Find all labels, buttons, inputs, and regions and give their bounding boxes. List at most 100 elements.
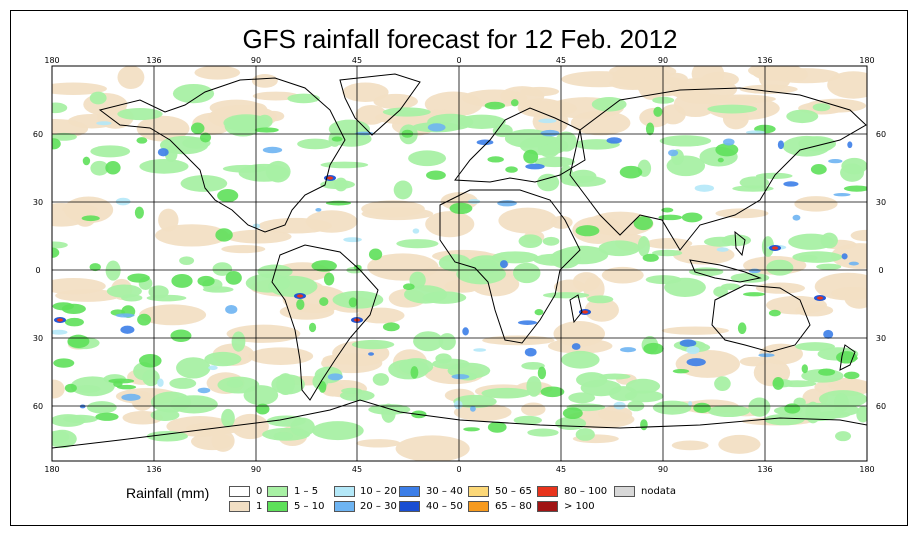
rain-patch	[81, 215, 100, 222]
rain-patch	[90, 160, 109, 176]
lon-label-bottom: 90	[251, 465, 261, 474]
legend-swatch	[537, 501, 558, 512]
rain-patch	[653, 106, 663, 117]
rain-patch	[273, 431, 293, 441]
rain-patch	[777, 140, 785, 150]
rain-patch	[714, 376, 731, 392]
rain-patch	[373, 93, 418, 110]
rain-patch	[90, 145, 131, 158]
rain-patch	[52, 302, 74, 311]
lon-label-bottom: 45	[352, 465, 362, 474]
rain-patch	[255, 403, 270, 415]
rain-patch	[718, 434, 761, 454]
rain-patch	[332, 290, 384, 309]
rain-patch	[105, 260, 121, 281]
legend-label: nodata	[641, 486, 676, 497]
rain-patch	[784, 403, 801, 414]
rain-patch	[457, 114, 506, 129]
rain-patch	[518, 320, 537, 325]
rain-patch	[425, 211, 475, 238]
rain-patch	[137, 313, 152, 326]
rain-patch	[716, 247, 729, 252]
rain-patch	[498, 207, 558, 234]
rain-patch	[96, 121, 112, 126]
rain-patch	[166, 416, 234, 437]
lon-label-top: 180	[44, 56, 59, 65]
rain-patch	[399, 358, 434, 375]
rain-patch	[120, 325, 135, 334]
rain-patch	[157, 378, 164, 387]
rain-patch	[820, 232, 838, 249]
rain-patch	[172, 83, 215, 104]
coast-africa	[439, 189, 581, 344]
rain-patch	[327, 176, 333, 180]
rain-patch	[217, 189, 239, 203]
map-title: GFS rainfall forecast for 12 Feb. 2012	[242, 24, 678, 54]
rain-patch	[562, 407, 583, 420]
rain-patch	[606, 137, 622, 144]
rain-patch	[598, 240, 641, 257]
rain-patch	[795, 342, 836, 351]
rain-patch	[215, 228, 233, 242]
rain-patch	[745, 130, 766, 135]
rain-patch	[739, 84, 798, 94]
rain-patch	[828, 158, 843, 164]
rain-patch	[540, 386, 565, 398]
rain-patch	[525, 163, 545, 170]
rain-patch	[568, 392, 596, 404]
rain-patch	[204, 351, 242, 367]
rain-patch	[672, 368, 690, 374]
rain-patch	[190, 122, 205, 135]
rain-patch	[625, 378, 661, 394]
rain-patch	[688, 401, 693, 406]
rain-patch	[79, 404, 86, 409]
rain-patch	[117, 384, 137, 390]
rain-patch	[659, 135, 712, 147]
rain-patch	[115, 313, 135, 318]
rain-patch	[225, 304, 238, 314]
rain-patch	[816, 263, 842, 270]
legend-label: 65 – 80	[495, 501, 532, 512]
rain-patch	[315, 208, 322, 212]
rain-patch	[106, 284, 142, 298]
rain-patch	[248, 347, 314, 365]
rain-patch	[748, 268, 761, 274]
lat-label-right: 0	[878, 266, 883, 275]
rain-patch	[730, 272, 770, 283]
rain-patch	[52, 138, 61, 150]
rain-patch	[341, 387, 363, 394]
rain-patch	[64, 317, 84, 327]
lat-label-left: 60	[33, 402, 43, 411]
rain-patch	[403, 285, 448, 304]
rain-patch	[146, 294, 187, 302]
lat-label-right: 60	[876, 130, 886, 139]
coast-new-zealand	[839, 344, 856, 371]
rain-patch	[759, 343, 804, 365]
rain-patch	[810, 164, 827, 175]
rain-patch	[262, 146, 283, 154]
rain-patch	[331, 136, 343, 142]
legend-swatch	[614, 486, 635, 497]
coast-philippines	[734, 230, 746, 257]
rain-patch	[170, 329, 192, 343]
rain-patch	[451, 374, 470, 380]
legend-label: 30 – 40	[426, 486, 463, 497]
rain-patch	[136, 137, 148, 144]
rain-patch	[679, 339, 697, 347]
rain-patch	[651, 249, 683, 257]
rain-patch	[835, 431, 852, 442]
rain-patch	[467, 199, 481, 205]
coast-madagascar	[569, 294, 583, 324]
legend-swatch	[267, 501, 288, 512]
legend-label: > 100	[564, 501, 595, 512]
rain-patch	[844, 287, 867, 309]
rain-patch	[764, 413, 805, 426]
rain-patch	[601, 266, 644, 284]
rain-patch	[792, 214, 801, 221]
rain-patch	[686, 358, 706, 367]
rain-patch	[681, 212, 703, 223]
coast-asia	[569, 87, 867, 251]
lon-label-top: 180	[859, 56, 874, 65]
rain-patch	[231, 331, 246, 352]
